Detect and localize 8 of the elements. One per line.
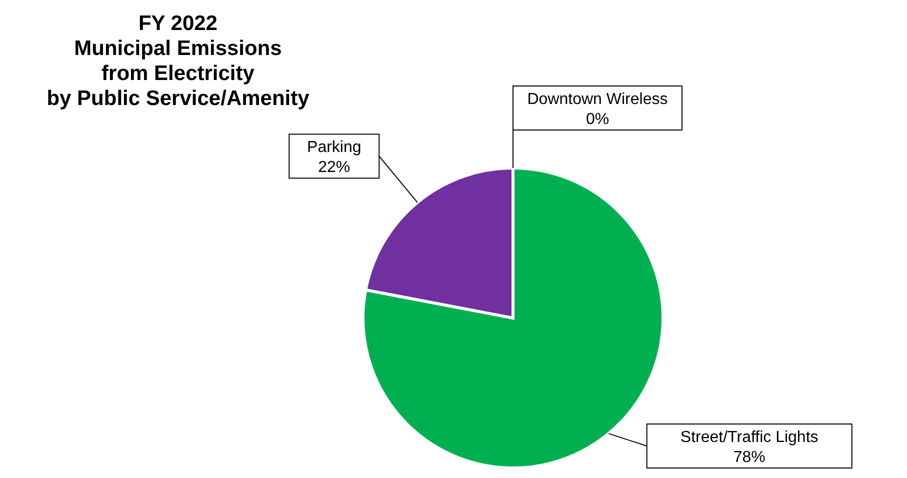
chart-title: FY 2022 Municipal Emissions from Electricity by Public Service/Amenity [46, 12, 310, 110]
category-label: Downtown Wireless [527, 91, 668, 108]
slice-label: Street/Traffic Lights [680, 429, 818, 446]
text: 0% [586, 111, 610, 128]
data-label: 78% [733, 449, 766, 466]
data-label: 22% [318, 159, 350, 176]
slice-label: Parking [307, 139, 362, 156]
pie-slice [362, 166, 664, 470]
